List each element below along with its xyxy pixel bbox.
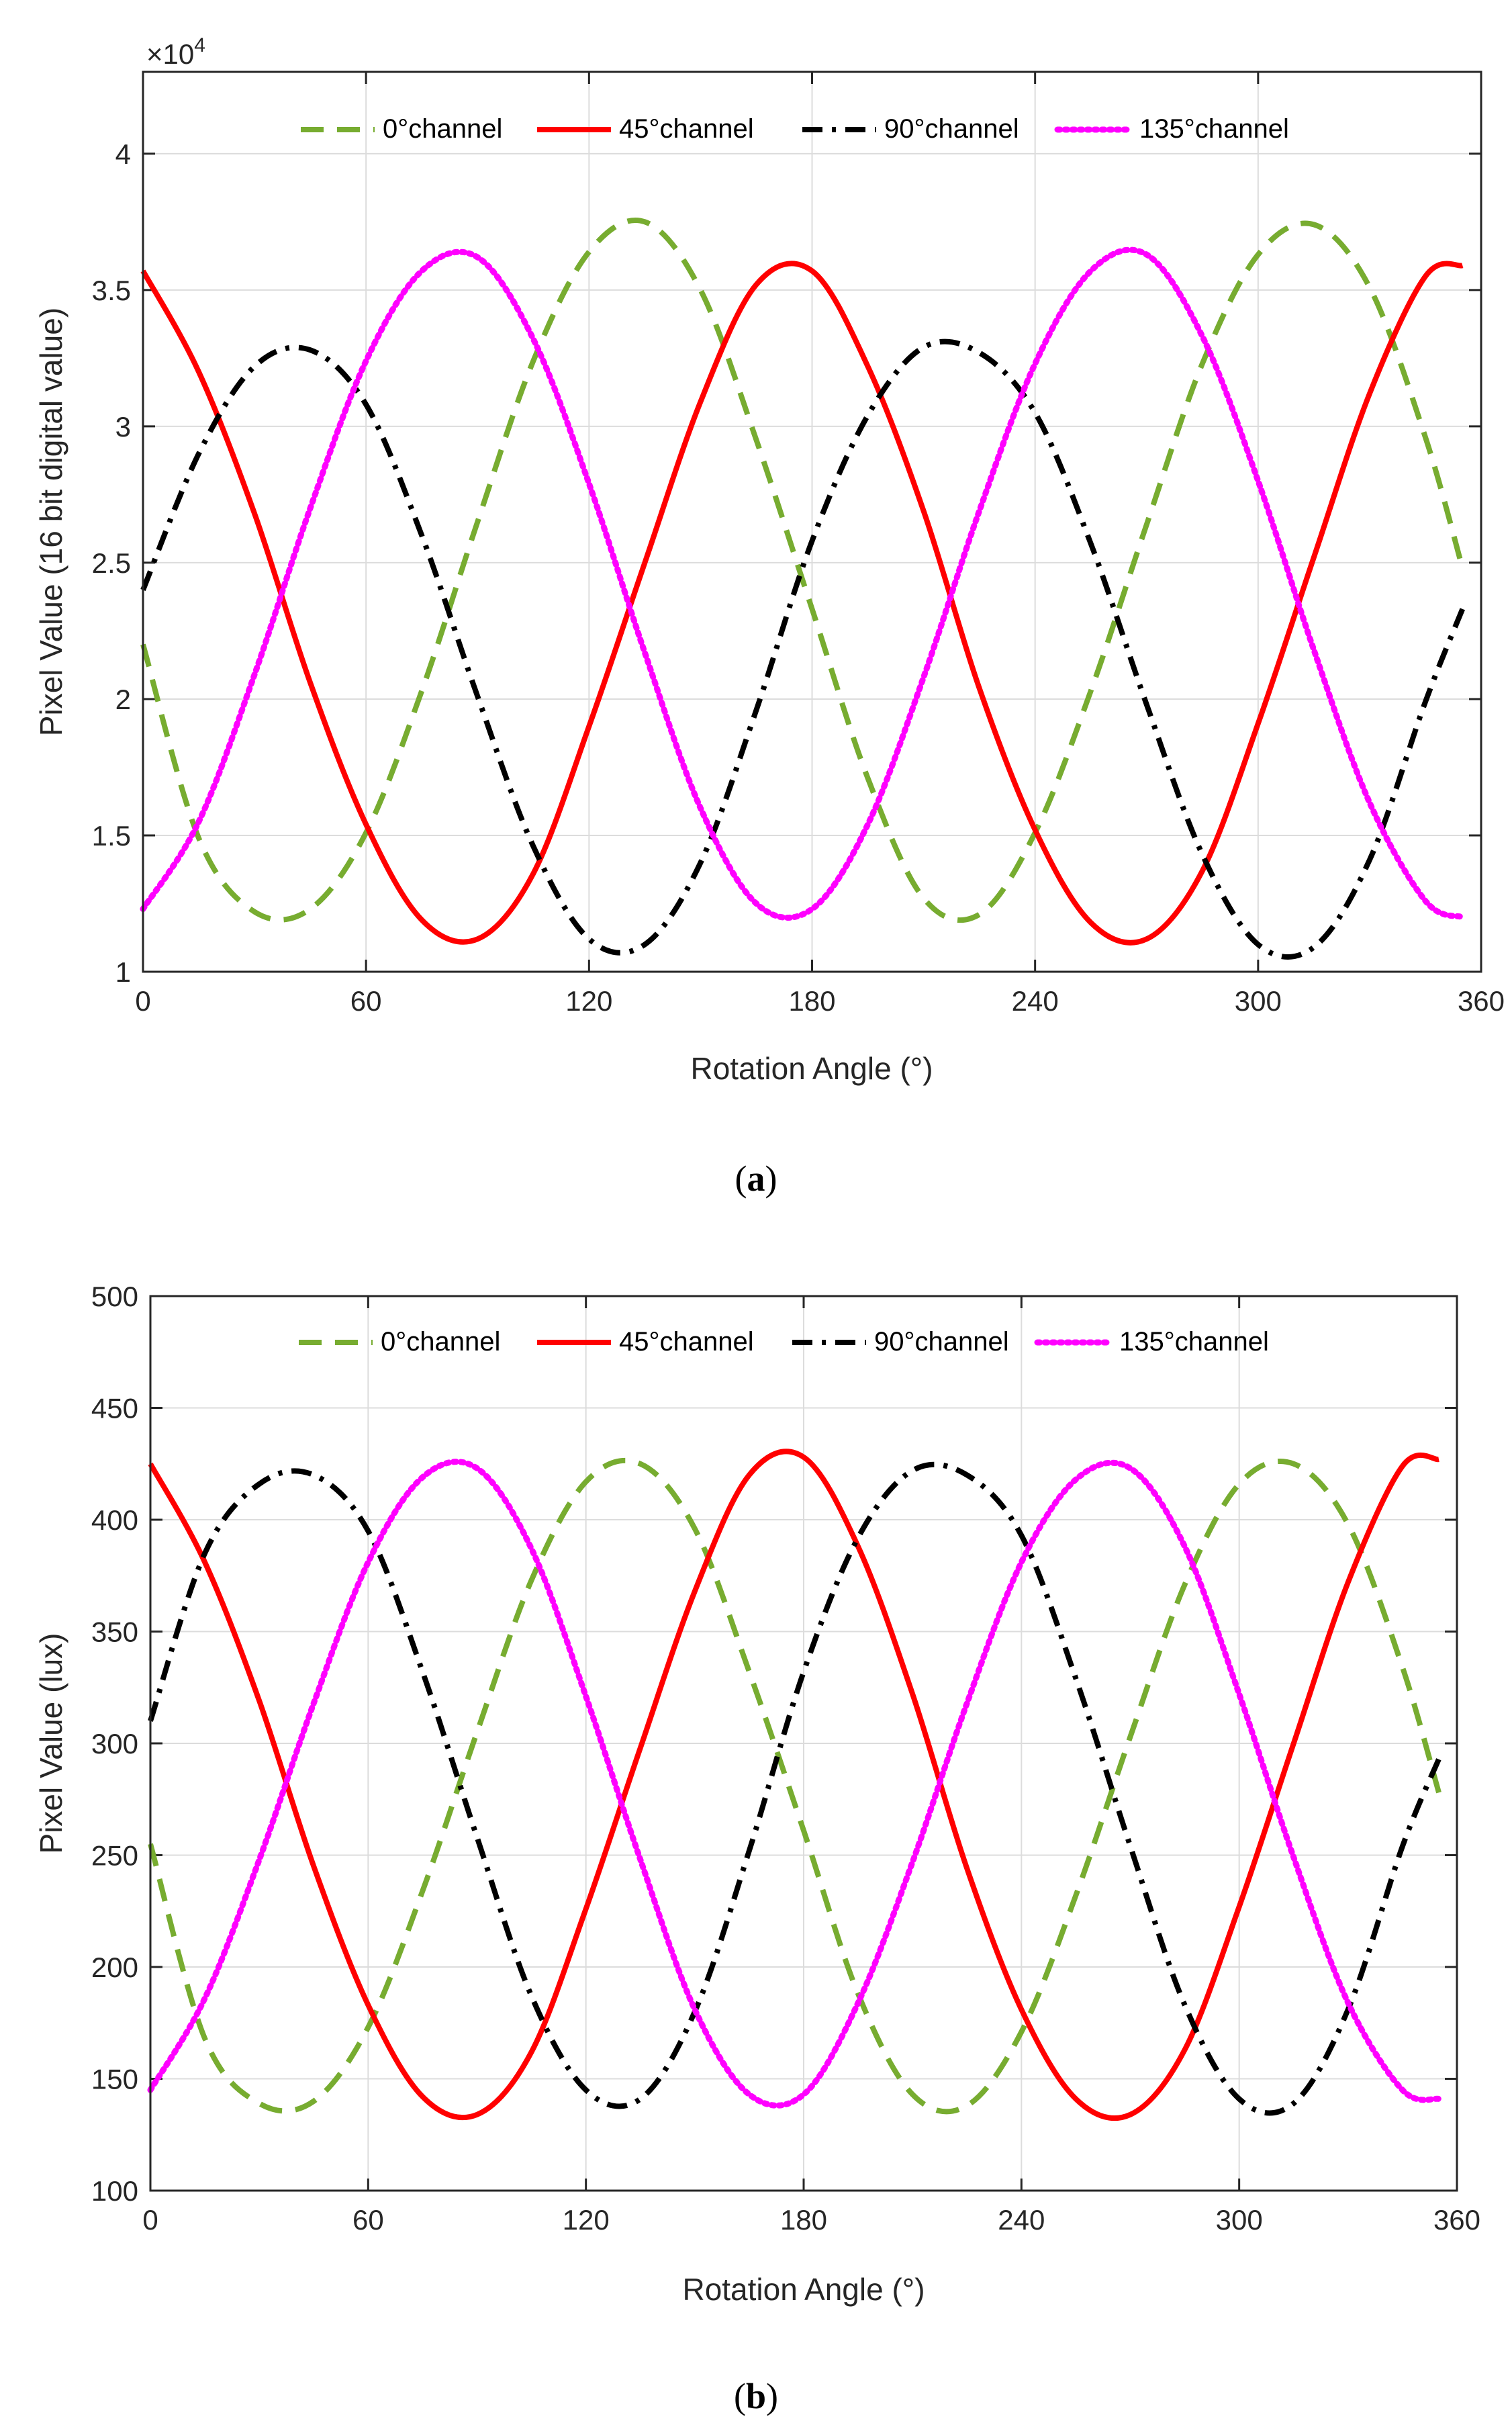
panel-a-y-axis-label: Pixel Value (16 bit digital value) bbox=[34, 308, 68, 736]
y-tick-label: 100 bbox=[91, 2175, 138, 2207]
legend-label: 0°channel bbox=[381, 1327, 500, 1357]
y-tick-label: 500 bbox=[91, 1281, 138, 1312]
panel-b-series bbox=[147, 1449, 1442, 2121]
panel-b-caption: (b) bbox=[734, 2376, 778, 2416]
y-tick-label: 3 bbox=[115, 411, 131, 443]
x-tick-label: 120 bbox=[565, 985, 612, 1017]
x-tick-label: 240 bbox=[998, 2204, 1045, 2236]
legend-label: 0°channel bbox=[383, 114, 502, 144]
series-line-0deg bbox=[148, 1457, 1442, 2115]
y-tick-label: 450 bbox=[91, 1393, 138, 1424]
y-tick-label: 1.5 bbox=[92, 820, 131, 852]
series-line-135deg bbox=[147, 1459, 1442, 2109]
x-tick-label: 360 bbox=[1458, 985, 1505, 1017]
panel-b-y-axis-label: Pixel Value (lux) bbox=[34, 1633, 68, 1854]
panel-a-chart: 0 60 120 180 240 300 360 1 1.5 2 2.5 3 3.5 4 0°channe… bbox=[34, 34, 1505, 1199]
legend-label: 135°channel bbox=[1119, 1327, 1269, 1357]
panel-b-axes-box bbox=[149, 1295, 1458, 2192]
legend-label: 45°channel bbox=[619, 1327, 754, 1357]
series-line-0deg bbox=[140, 217, 1466, 923]
y-tick-label: 2 bbox=[115, 684, 131, 715]
series-line-45deg bbox=[140, 261, 1464, 946]
legend-label: 90°channel bbox=[884, 114, 1019, 144]
y-tick-label: 250 bbox=[91, 1840, 138, 1872]
legend-label: 135°channel bbox=[1139, 114, 1289, 144]
series-line-90deg bbox=[140, 338, 1466, 960]
x-tick-label: 360 bbox=[1433, 2204, 1480, 2236]
panel-b-x-axis-label: Rotation Angle (°) bbox=[682, 2272, 925, 2307]
y-tick-label: 300 bbox=[91, 1728, 138, 1759]
x-tick-label: 240 bbox=[1012, 985, 1059, 1017]
panel-a-ticks: 0 60 120 180 240 300 360 1 1.5 2 2.5 3 3.5 4 bbox=[92, 72, 1505, 1017]
panel-b-chart: 0 60 120 180 240 300 360 100 150 200 250 300 350 400 4… bbox=[34, 1281, 1480, 2416]
x-tick-label: 0 bbox=[142, 2204, 158, 2236]
panel-a-caption: (a) bbox=[735, 1158, 777, 1199]
panel-a-axes-box bbox=[142, 71, 1482, 973]
panel-a-y-multiplier: ×104 bbox=[146, 34, 205, 70]
y-tick-label: 200 bbox=[91, 1952, 138, 1983]
series-line-135deg bbox=[140, 246, 1466, 921]
series-line-45deg bbox=[148, 1449, 1439, 2121]
y-tick-label: 150 bbox=[91, 2064, 138, 2095]
panel-b-grid bbox=[150, 1296, 1457, 2191]
legend-label: 45°channel bbox=[619, 114, 754, 144]
y-tick-label: 1 bbox=[115, 956, 131, 988]
x-tick-label: 180 bbox=[780, 2204, 827, 2236]
panel-a-series bbox=[140, 217, 1466, 960]
x-tick-label: 300 bbox=[1216, 2204, 1263, 2236]
panel-a-legend: 0°channel 45°channel 90°channel 135°channel bbox=[301, 114, 1289, 144]
panel-b-ticks: 0 60 120 180 240 300 360 100 150 200 250 300 350 400 4… bbox=[91, 1281, 1480, 2236]
x-tick-label: 60 bbox=[352, 2204, 384, 2236]
x-tick-label: 120 bbox=[563, 2204, 610, 2236]
y-tick-label: 3.5 bbox=[92, 275, 131, 306]
x-tick-label: 180 bbox=[788, 985, 835, 1017]
y-tick-label: 2.5 bbox=[92, 547, 131, 579]
panel-a-x-axis-label: Rotation Angle (°) bbox=[690, 1051, 933, 1086]
y-tick-label: 4 bbox=[115, 138, 131, 170]
series-line-90deg bbox=[148, 1461, 1442, 2116]
y-tick-label: 400 bbox=[91, 1504, 138, 1536]
legend-label: 90°channel bbox=[874, 1327, 1009, 1357]
x-tick-label: 0 bbox=[135, 985, 150, 1017]
y-tick-label: 350 bbox=[91, 1616, 138, 1648]
x-tick-label: 60 bbox=[350, 985, 382, 1017]
panel-b-legend: 0°channel 45°channel 90°channel 135°channel bbox=[299, 1327, 1269, 1357]
x-tick-label: 300 bbox=[1235, 985, 1282, 1017]
